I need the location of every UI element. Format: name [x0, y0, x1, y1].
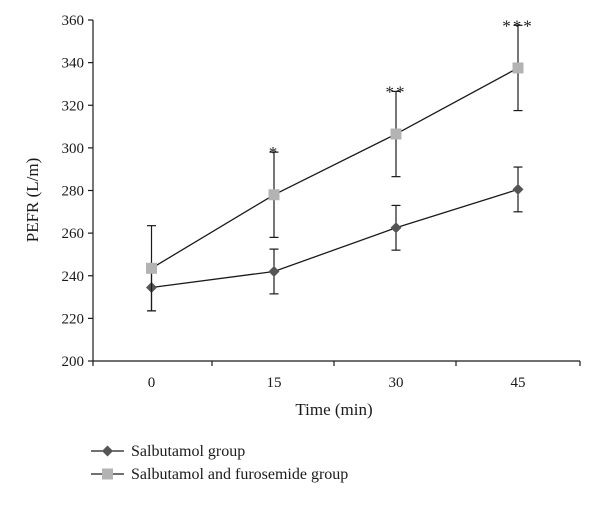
x-tick-label: 45 — [511, 375, 526, 391]
y-axis-title: PEFR (L/m) — [23, 158, 42, 243]
significance-annotation: ** — [386, 82, 407, 101]
y-tick-label: 240 — [62, 269, 85, 285]
data-point — [390, 128, 402, 140]
data-point — [390, 222, 402, 234]
y-axis-ticks: 200 220 240 260 280 300 320 340 360 — [62, 13, 93, 370]
legend-item: Salbutamol and furosemide group — [91, 466, 348, 483]
y-tick-label: 260 — [62, 226, 85, 242]
y-tick-label: 220 — [62, 311, 85, 327]
data-point — [268, 189, 280, 201]
x-axis-ticks: 0 15 30 45 — [92, 361, 581, 391]
y-tick-label: 200 — [62, 354, 85, 370]
legend-item: Salbutamol group — [91, 443, 245, 460]
axes — [92, 20, 580, 362]
legend-label: Salbutamol group — [131, 443, 245, 460]
y-tick-label: 300 — [62, 141, 85, 157]
series-line — [151, 188, 519, 289]
y-tick-label: 360 — [62, 13, 85, 29]
data-point — [146, 262, 157, 274]
significance-annotation: *** — [502, 16, 534, 35]
data-point — [268, 265, 280, 277]
significance-annotation: * — [269, 143, 280, 162]
data-point — [512, 183, 524, 195]
legend-marker — [102, 468, 113, 480]
x-tick-label: 30 — [389, 375, 404, 391]
y-tick-label: 280 — [62, 184, 85, 200]
x-axis-title: Time (min) — [295, 400, 372, 419]
legend: Salbutamol group Salbutamol and furosemid… — [91, 443, 348, 483]
x-tick-label: 0 — [148, 375, 156, 391]
x-tick-label: 15 — [267, 375, 282, 391]
y-tick-label: 340 — [62, 56, 85, 72]
series-line — [151, 67, 519, 269]
y-tick-label: 320 — [62, 98, 85, 114]
legend-label: Salbutamol and furosemide group — [131, 466, 348, 483]
plot-area: ****** — [146, 16, 534, 312]
data-point — [512, 62, 524, 74]
series-2 — [146, 24, 524, 312]
legend-marker — [102, 445, 113, 457]
series-1 — [146, 166, 524, 312]
